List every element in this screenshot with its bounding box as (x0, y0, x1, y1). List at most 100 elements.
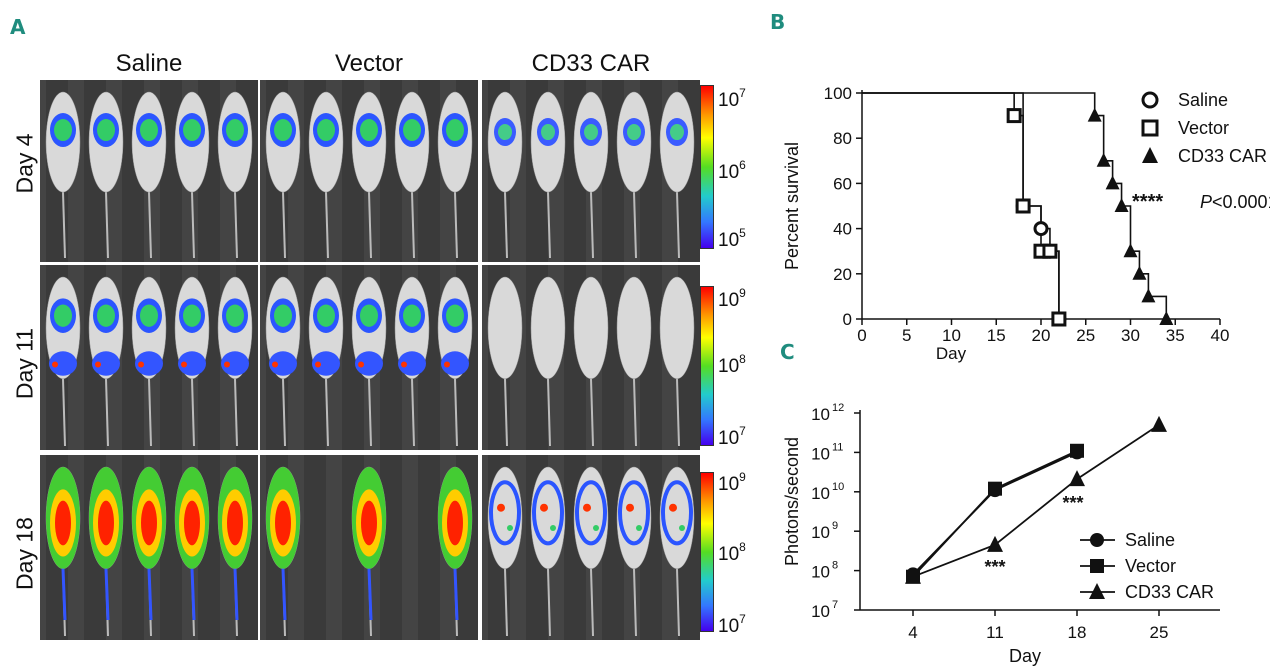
signal-tail (367, 568, 373, 621)
signal-blob (403, 304, 421, 327)
legend-marker-cd33-car (1142, 147, 1158, 163)
legend-marker-saline (1141, 91, 1159, 109)
column-label-saline: Saline (115, 50, 183, 77)
signal-blob (54, 119, 72, 142)
y-tick-exponent: 11 (832, 441, 843, 453)
mouse-tail (105, 378, 109, 447)
signal-blob (317, 304, 335, 327)
row-label-day-4: Day 4 (11, 133, 38, 194)
signal-blob (178, 351, 206, 376)
signal-blob (317, 119, 335, 142)
signal-blob (446, 119, 464, 142)
bli-image-canvas (265, 455, 478, 640)
y-tick-label: 20 (833, 265, 852, 284)
survival-point-cd33-car (1141, 288, 1156, 303)
mouse-tail (454, 192, 458, 259)
bli-image-canvas (487, 455, 700, 640)
y-tick-label: 100 (824, 84, 852, 103)
x-axis-label: Day (936, 344, 967, 363)
signal-hotspot (272, 361, 278, 368)
bli-image-vector-row-1 (260, 80, 478, 262)
signal-hotspot (540, 503, 548, 512)
signal-tail (147, 568, 153, 621)
signal-blob (274, 119, 292, 142)
mouse-tail (633, 378, 637, 447)
mouse-tail (411, 192, 415, 259)
signal-blob (183, 119, 201, 142)
mouse-tail (325, 192, 329, 259)
colorbar-day-4 (700, 85, 714, 249)
signal-blob (98, 500, 114, 546)
signal-blob (398, 351, 426, 376)
mouse-body (659, 276, 695, 379)
signal-blob (183, 304, 201, 327)
legend-label-vector: Vector (1178, 118, 1229, 138)
bli-image-saline-row-1 (40, 80, 258, 262)
signal-blob (184, 500, 200, 546)
signal-ring (489, 480, 521, 546)
y-tick-label: 10 (811, 523, 830, 542)
signal-tail (190, 568, 196, 621)
y-tick-label: 10 (811, 405, 830, 424)
signal-hotspot (181, 361, 187, 368)
bli-image-canvas (45, 455, 258, 640)
signal-hotspot (550, 525, 556, 532)
signal-blob (584, 124, 598, 141)
y-tick-exponent: 10 (832, 481, 844, 493)
x-tick-label: 0 (857, 326, 866, 345)
panel-a-letter: A (10, 15, 26, 39)
signal-blob (312, 351, 340, 376)
x-tick-label: 35 (1166, 326, 1185, 345)
survival-point-saline (1033, 221, 1049, 237)
x-tick-label: 30 (1121, 326, 1140, 345)
signal-blob (97, 304, 115, 327)
x-tick-label: 5 (902, 326, 911, 345)
mouse-tail (547, 568, 551, 637)
signal-blob (355, 351, 383, 376)
signal-hotspot (636, 525, 642, 532)
signal-blob (275, 500, 291, 546)
signal-ring (532, 480, 564, 546)
bli-image-canvas (265, 265, 478, 450)
signal-hotspot (224, 361, 230, 368)
signal-blob (670, 124, 684, 141)
y-tick-exponent: 12 (832, 402, 844, 414)
mouse-tail (62, 378, 66, 447)
series-line-cd33-car (912, 424, 1160, 578)
mouse-tail (504, 378, 508, 447)
series-point-cd33-car (1151, 415, 1167, 432)
row-label-day-11: Day 11 (11, 327, 38, 400)
signal-hotspot (583, 503, 591, 512)
signal-hotspot (679, 525, 685, 532)
bli-image-saline-row-2 (40, 265, 258, 450)
bli-image-cd33-car-row-1 (482, 80, 700, 262)
y-tick-exponent: 8 (832, 560, 838, 572)
x-tick-label: 15 (987, 326, 1006, 345)
signal-blob (403, 119, 421, 142)
colorbar-day-18-min-label: 107 (718, 612, 746, 637)
signal-blob (227, 500, 243, 546)
signal-blob (140, 119, 158, 142)
survival-point-vector (1051, 311, 1067, 327)
colorbar-day-4-max-label: 107 (718, 86, 746, 111)
mouse-body (616, 276, 652, 379)
signal-tail (453, 568, 459, 621)
y-tick-label: 10 (811, 602, 830, 621)
signal-blob (447, 500, 463, 546)
signal-blob (55, 500, 71, 546)
y-tick-label: 0 (843, 310, 852, 329)
bli-image-vector-row-2 (260, 265, 478, 450)
signal-ring (618, 480, 650, 546)
mouse-body (487, 276, 523, 379)
bli-image-vector-row-3 (260, 455, 478, 640)
signal-blob (360, 119, 378, 142)
bli-image-saline-row-3 (40, 455, 258, 640)
signal-hotspot (358, 361, 364, 368)
bli-image-canvas (487, 265, 700, 450)
significance-stars-day-11: *** (984, 557, 1005, 577)
colorbar-day-18 (700, 472, 714, 632)
mouse-tail (282, 192, 286, 259)
survival-point-cd33-car (1123, 243, 1138, 258)
legend-marker-vector (1090, 559, 1104, 573)
